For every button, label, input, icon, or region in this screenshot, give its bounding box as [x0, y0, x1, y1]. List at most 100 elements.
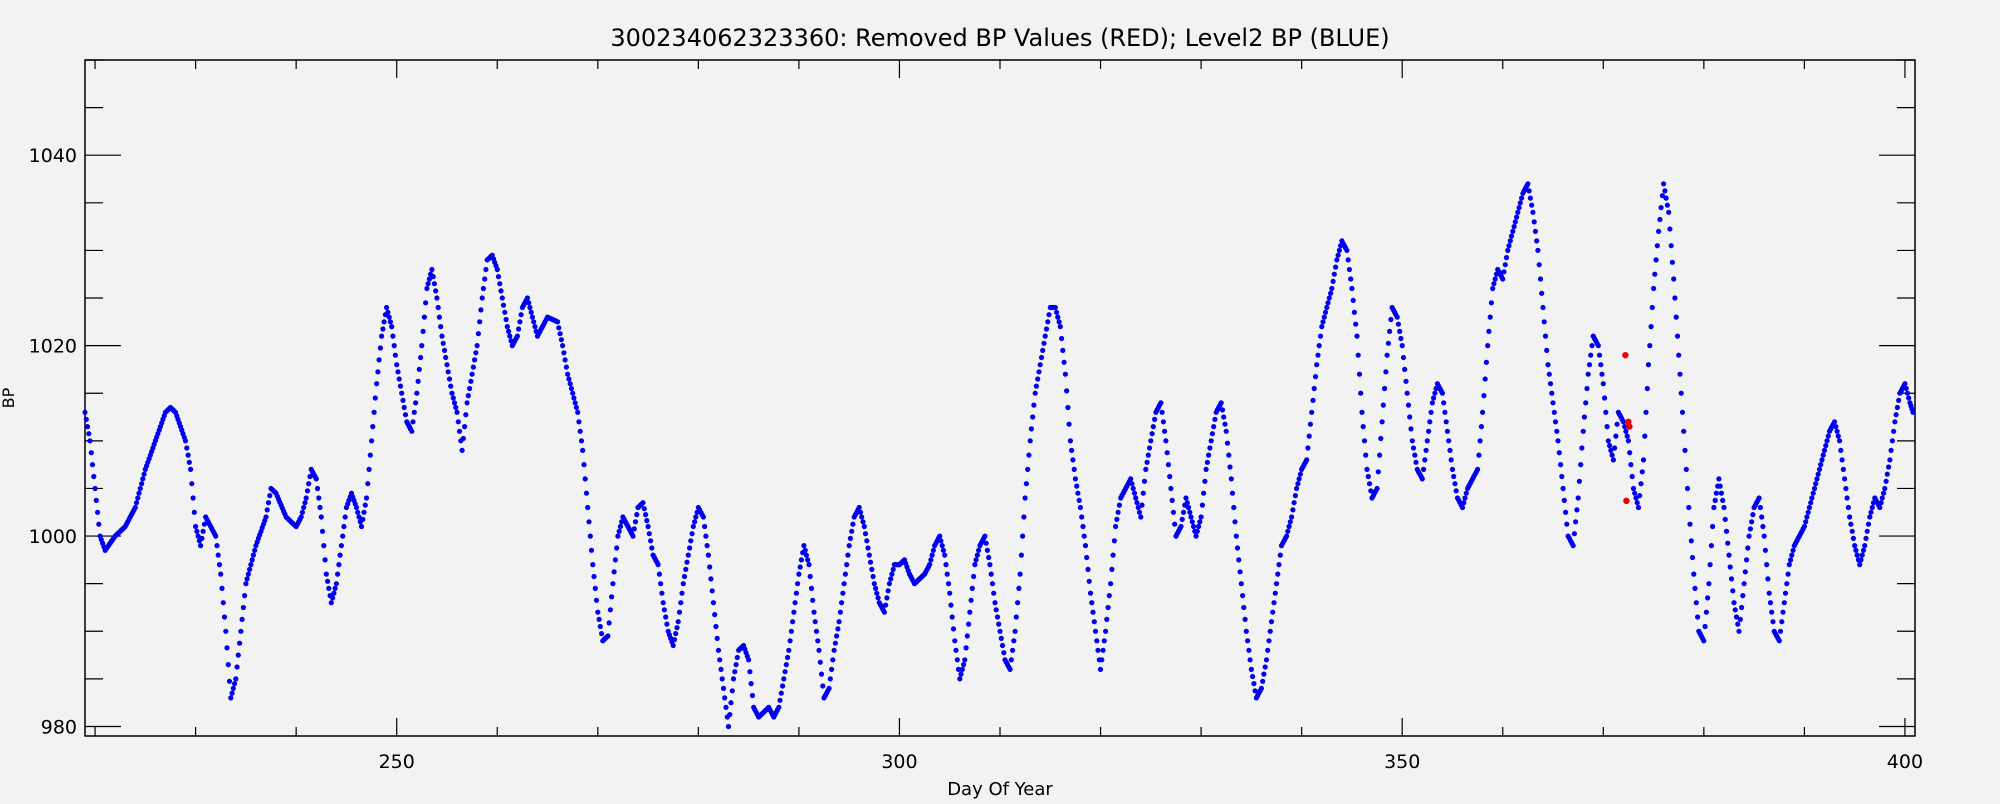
data-point	[1114, 516, 1120, 523]
data-point	[1530, 209, 1536, 215]
data-point	[265, 500, 272, 506]
data-point	[1586, 362, 1593, 368]
data-point	[1295, 481, 1301, 487]
data-point	[1212, 416, 1218, 422]
data-point	[306, 481, 312, 487]
data-point	[400, 397, 406, 403]
data-point	[1170, 509, 1176, 515]
data-point	[1238, 581, 1244, 587]
data-point	[881, 609, 888, 615]
data-point	[1627, 450, 1633, 456]
data-point	[865, 545, 871, 551]
data-point	[861, 523, 867, 530]
data-point	[1179, 516, 1185, 523]
data-point	[1148, 438, 1154, 444]
data-point	[1894, 404, 1900, 411]
data-point	[1686, 504, 1692, 511]
data-point	[679, 590, 685, 596]
data-point	[1669, 259, 1675, 265]
data-point	[727, 712, 733, 718]
data-point	[1358, 390, 1364, 396]
data-point	[571, 395, 577, 401]
data-point	[331, 590, 337, 596]
data-point	[889, 571, 895, 577]
data-point	[1614, 421, 1620, 427]
data-point	[818, 671, 825, 677]
data-point	[1001, 650, 1007, 656]
data-point	[796, 571, 802, 577]
data-point	[840, 590, 846, 596]
data-point	[1573, 519, 1579, 525]
data-point	[1037, 362, 1043, 368]
data-point	[1360, 424, 1366, 430]
data-point	[1555, 438, 1561, 444]
data-point	[1199, 502, 1205, 508]
data-point	[377, 345, 383, 351]
data-point	[326, 585, 332, 592]
data-point	[1527, 195, 1533, 201]
data-point	[1602, 395, 1608, 401]
data-point	[1426, 428, 1432, 434]
data-point	[1544, 347, 1550, 353]
data-point	[1241, 604, 1247, 611]
data-point	[1648, 324, 1654, 330]
data-point	[1164, 450, 1170, 456]
data-point	[248, 562, 254, 568]
data-point	[1639, 469, 1645, 475]
data-point	[301, 504, 307, 511]
data-point	[700, 514, 707, 520]
data-point	[953, 647, 959, 653]
data-point	[219, 585, 225, 592]
data-point	[353, 504, 360, 511]
data-point	[885, 588, 891, 594]
data-point	[942, 552, 948, 558]
data-point	[630, 533, 636, 539]
data-point	[1579, 445, 1585, 451]
data-point	[1194, 528, 1200, 534]
data-point	[1813, 481, 1819, 487]
data-point	[1134, 500, 1140, 506]
data-point	[937, 533, 943, 539]
data-point	[972, 562, 978, 568]
data-point	[318, 514, 324, 520]
data-point	[860, 519, 866, 525]
data-point	[1865, 521, 1872, 527]
data-point	[1532, 228, 1538, 234]
data-point	[1691, 571, 1697, 577]
data-point	[747, 669, 753, 675]
data-point	[871, 581, 877, 587]
data-point	[614, 545, 620, 551]
data-point	[582, 476, 588, 482]
data-point	[325, 578, 331, 584]
data-point	[1312, 374, 1319, 380]
data-point	[787, 638, 793, 644]
data-point	[1717, 483, 1723, 489]
data-point	[1128, 476, 1134, 482]
data-point	[322, 557, 328, 563]
data-point	[1219, 407, 1226, 413]
data-point	[1864, 528, 1870, 534]
data-point	[1010, 647, 1016, 653]
data-point	[299, 509, 305, 515]
data-point	[563, 364, 570, 370]
data-point	[687, 545, 693, 551]
data-point	[1782, 590, 1789, 596]
data-point	[1364, 466, 1370, 472]
data-point	[1852, 543, 1858, 549]
data-point	[611, 569, 617, 575]
data-point	[1607, 443, 1613, 449]
y-tick-label: 1000	[29, 526, 77, 548]
data-point	[1737, 616, 1743, 623]
data-point	[1744, 557, 1750, 563]
data-point	[216, 562, 223, 568]
data-point	[440, 340, 446, 346]
data-point	[1328, 290, 1334, 296]
data-point	[728, 700, 734, 706]
data-point	[468, 378, 474, 384]
data-point	[1475, 466, 1481, 472]
data-point	[938, 538, 944, 544]
data-point	[1017, 571, 1023, 577]
data-point	[689, 531, 695, 537]
data-point	[1708, 543, 1714, 549]
data-point	[1819, 457, 1825, 463]
